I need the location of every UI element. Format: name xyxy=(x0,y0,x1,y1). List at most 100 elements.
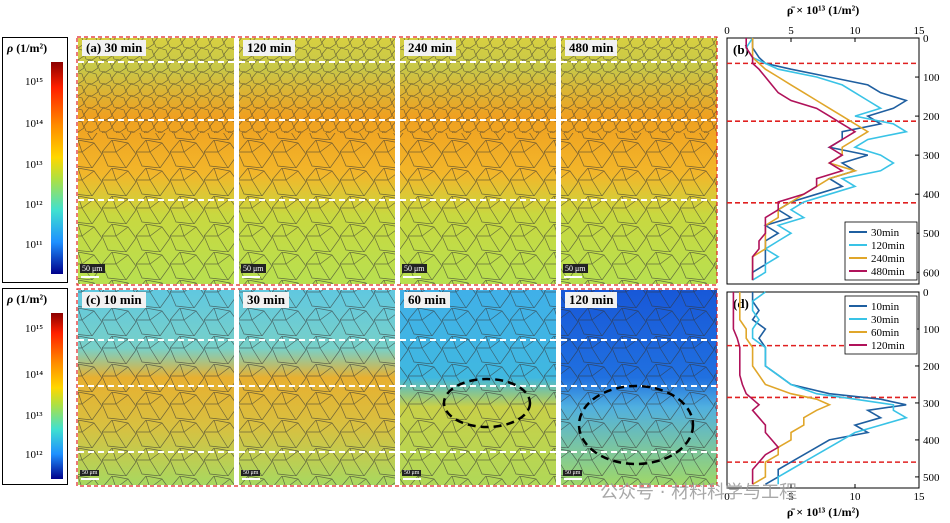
legend-label: 10min xyxy=(871,301,900,313)
watermark: 公众号 · 材料科学与工程 xyxy=(600,482,798,503)
scale-bar xyxy=(564,276,582,278)
x-tick-label: 0 xyxy=(724,25,730,37)
grain-boundaries xyxy=(400,133,556,284)
depth-profile-chart-b: 0510150100200300400500600Depth (μm)ρ̄ × … xyxy=(724,3,940,285)
y-tick-label: 0 xyxy=(923,33,929,45)
scale-bar xyxy=(564,478,582,480)
colorbar-title: ρ (1/m²) xyxy=(7,292,47,307)
highlight-ellipse xyxy=(442,377,532,429)
scale-bar xyxy=(403,276,421,278)
map-label: 240 min xyxy=(404,40,457,56)
map-label: 60 min xyxy=(404,292,450,308)
x-tick-label: 15 xyxy=(914,25,926,37)
series-line-120min xyxy=(745,37,909,281)
grain-boundaries xyxy=(400,290,556,485)
y-tick-label: 300 xyxy=(923,150,940,162)
map-label: 120 min xyxy=(565,292,618,308)
y-tick-label: 500 xyxy=(923,228,940,240)
legend-label: 30min xyxy=(871,314,900,326)
x-tick-label: 5 xyxy=(788,491,794,503)
colorbar-tick: 10¹² xyxy=(25,449,43,461)
scale-bar xyxy=(242,276,260,278)
colorbar-tick: 10¹¹ xyxy=(25,239,43,251)
legend-label: 480min xyxy=(871,266,905,278)
series-line-60min xyxy=(738,292,832,485)
y-tick-label: 200 xyxy=(923,111,940,123)
scale-bar-label: 50 μm xyxy=(563,470,583,476)
scale-bar-label: 50 μm xyxy=(402,264,427,273)
panel-label: (b) xyxy=(733,42,749,57)
depth-profile-chart-d: 0510150100200300400500Depth (μm)ρ̄ × 10¹… xyxy=(724,288,940,519)
y-tick-label: 100 xyxy=(923,72,940,84)
x-tick-label: 15 xyxy=(914,491,926,503)
scale-bar-label: 50 μm xyxy=(80,264,105,273)
y-tick-label: 100 xyxy=(923,324,940,336)
colorbar-tick: 10¹³ xyxy=(25,159,43,171)
scale-bar-label: 50 μm xyxy=(241,264,266,273)
colorbar-tick: 10¹⁵ xyxy=(25,76,44,88)
panel-border xyxy=(76,36,718,286)
colorbar-gradient xyxy=(51,62,63,274)
colorbar-panel-top: ρ (1/m²) 10¹⁵ 10¹⁴ 10¹³ 10¹² 10¹¹ xyxy=(2,37,68,283)
y-tick-label: 400 xyxy=(923,435,940,447)
legend-label: 120min xyxy=(871,240,905,252)
grain-boundaries xyxy=(78,290,234,485)
series-line-30min xyxy=(751,38,909,281)
series-line-10min xyxy=(751,292,907,485)
colorbar-panel-bottom: ρ (1/m²) 10¹⁵ 10¹⁴ 10¹³ 10¹² xyxy=(2,288,68,485)
map-label: (c) 10 min xyxy=(82,292,146,308)
x-tick-label: 0 xyxy=(724,491,730,503)
y-tick-label: 300 xyxy=(923,398,940,410)
rho-symbol: ρ xyxy=(7,292,14,306)
x-axis-label: ρ̄ × 10¹³ (1/m²) xyxy=(787,505,859,519)
scale-bar-label: 50 μm xyxy=(241,470,261,476)
y-tick-label: 200 xyxy=(923,361,940,373)
highlight-ellipse xyxy=(577,384,695,466)
x-axis-label: ρ̄ × 10¹³ (1/m²) xyxy=(787,3,859,17)
scale-bar xyxy=(81,478,99,480)
y-tick-label: 500 xyxy=(923,472,940,484)
map-label: 30 min xyxy=(243,292,289,308)
grain-boundaries xyxy=(239,290,395,485)
colorbar-tick: 10¹⁴ xyxy=(25,369,44,381)
legend-label: 30min xyxy=(871,227,900,239)
panel-label: (d) xyxy=(733,296,749,311)
map-label: (a) 30 min xyxy=(82,40,147,56)
colorbar-unit: (1/m²) xyxy=(16,292,48,306)
colorbar-tick: 10¹³ xyxy=(25,410,43,422)
y-tick-label: 400 xyxy=(923,189,940,201)
legend-label: 120min xyxy=(871,340,905,352)
grain-boundaries xyxy=(561,133,717,284)
y-tick-label: 0 xyxy=(923,288,929,299)
colorbar-unit: (1/m²) xyxy=(16,41,48,55)
legend-label: 60min xyxy=(871,327,900,339)
scale-bar xyxy=(242,478,260,480)
panel-border xyxy=(76,288,718,487)
colorbar-tick: 10¹⁴ xyxy=(25,118,44,130)
x-tick-label: 5 xyxy=(788,25,794,37)
scale-bar-label: 50 μm xyxy=(402,470,422,476)
colorbar-title: ρ (1/m²) xyxy=(7,41,47,56)
series-line-30min xyxy=(751,291,909,485)
x-tick-label: 10 xyxy=(850,25,862,37)
colorbar-tick: 10¹² xyxy=(25,199,43,211)
rho-symbol: ρ xyxy=(7,41,14,55)
scale-bar xyxy=(81,276,99,278)
grain-boundaries xyxy=(239,133,395,284)
map-label: 120 min xyxy=(243,40,296,56)
scale-bar xyxy=(403,478,421,480)
x-tick-label: 10 xyxy=(850,491,862,503)
y-tick-label: 600 xyxy=(923,267,940,279)
grain-boundaries xyxy=(78,133,234,284)
map-label: 480 min xyxy=(565,40,618,56)
colorbar-tick: 10¹⁵ xyxy=(25,323,44,335)
colorbar-gradient xyxy=(51,313,63,479)
series-line-120min xyxy=(732,292,780,485)
legend-label: 240min xyxy=(871,253,905,265)
scale-bar-label: 50 μm xyxy=(563,264,588,273)
grain-boundaries xyxy=(561,290,717,485)
scale-bar-label: 50 μm xyxy=(80,470,100,476)
series-line-480min xyxy=(745,38,857,281)
